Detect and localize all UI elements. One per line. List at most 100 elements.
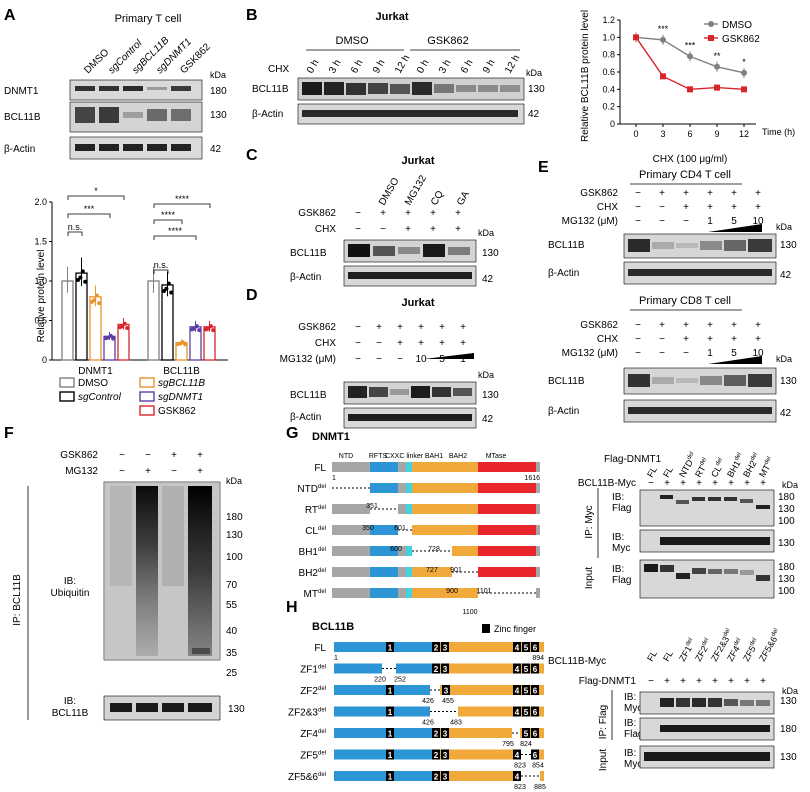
domain-segment	[398, 567, 406, 577]
domain-segment	[332, 462, 370, 472]
blot-lane-label: FL	[645, 465, 659, 479]
kda-marker: 130	[780, 376, 797, 387]
lane-labels: DMSO MG132 CQ GA	[377, 173, 472, 207]
data-point	[80, 269, 85, 274]
x-axis-unit: Time (h)	[762, 127, 795, 137]
legend-swatch	[139, 405, 155, 416]
time-label: 3 h	[437, 58, 453, 76]
significance-label: ****	[168, 226, 183, 236]
data-point	[687, 53, 693, 60]
treatment-mark: −	[355, 338, 361, 349]
kda-marker: 42	[482, 274, 494, 285]
blot-actin	[343, 407, 477, 429]
domain-segment	[398, 462, 406, 472]
time-label: 6 h	[459, 58, 475, 76]
domain-segment	[452, 546, 478, 556]
zinc-finger	[513, 685, 521, 695]
construct-label: RTdel	[305, 505, 326, 516]
treatment-mark: +	[439, 338, 445, 349]
domain-segment	[406, 504, 412, 514]
lane-label: DMSO	[82, 47, 111, 76]
treatment-mark: 10	[752, 216, 764, 227]
blot-ip-flag	[639, 489, 775, 527]
kda-marker: 130	[780, 240, 797, 251]
treatment-mark: +	[731, 320, 737, 331]
x-category-label: BCL11B	[163, 366, 200, 377]
blot-bcl11b-cd4	[623, 233, 777, 259]
domain-segment	[478, 525, 536, 535]
domain-label: BAH2	[449, 453, 467, 460]
domain-segment	[440, 685, 544, 695]
treatment-mark: 1	[707, 216, 713, 227]
treatment-mark: +	[430, 224, 436, 235]
construct-label: FL	[314, 463, 326, 474]
treatment-mark: +	[171, 450, 177, 461]
domain-segment	[452, 462, 478, 472]
treatment-mark: +	[696, 676, 702, 687]
time-label: 12 h	[393, 53, 412, 75]
data-point	[97, 301, 102, 306]
kda-marker: 42	[780, 270, 792, 281]
treatment-mark: +	[659, 320, 665, 331]
zinc-finger	[513, 749, 521, 760]
blot-ip-flag	[639, 717, 775, 741]
residue-number: 1616	[524, 475, 540, 482]
blot-bcl11b-cd8	[623, 367, 777, 395]
zinc-finger	[531, 642, 539, 652]
zinc-finger	[513, 771, 521, 781]
y-tick-label: 0	[42, 355, 47, 365]
zinc-finger-label: 6	[533, 644, 538, 653]
zinc-finger	[441, 728, 449, 738]
blot-lane-label: FL	[661, 465, 675, 479]
zinc-finger-label: 6	[533, 665, 538, 674]
y-axis-label: Relative BCL11B protein level	[580, 10, 591, 142]
zinc-finger	[441, 771, 449, 781]
treatment-mark: −	[635, 320, 641, 331]
treatment-mark: +	[418, 338, 424, 349]
zinc-finger-label: 2	[434, 773, 439, 782]
panel-d-title: Jurkat	[401, 297, 434, 309]
treatment-rows: GSK862 − + + + + + CHX − − + + + + MG132 (μM) − − − 10 5 1	[280, 322, 467, 365]
chx-label: CHX	[268, 64, 289, 75]
zinc-finger	[522, 642, 530, 652]
domain-segment	[412, 504, 452, 514]
treatment-mark: +	[728, 478, 734, 489]
treatment-rows: GSK862 − − + + MG132 − + − +	[60, 450, 203, 477]
treatment-mark: +	[731, 188, 737, 199]
data-point	[83, 279, 88, 284]
zinc-finger	[386, 642, 394, 652]
kda-marker: 100	[778, 516, 795, 527]
treatment-mark: +	[680, 676, 686, 687]
kda-header: kDa	[776, 222, 792, 232]
data-point	[741, 69, 747, 76]
legend-marker	[708, 35, 714, 41]
zinc-finger-legend-swatch	[482, 624, 490, 633]
zinc-finger	[441, 749, 449, 760]
ib-label: IB: Flag	[624, 718, 643, 740]
x-tick-label: 3	[660, 129, 665, 139]
data-point	[714, 84, 720, 91]
construct-label: FL	[314, 643, 326, 654]
domain-segment	[440, 728, 512, 738]
zinc-finger-label: 5	[524, 708, 529, 717]
significance-label: ****	[175, 194, 190, 204]
domain-segment	[458, 706, 544, 717]
domain-segment	[396, 663, 440, 674]
treatment-label: GSK862	[580, 188, 618, 199]
lane-label: CQ	[429, 189, 446, 208]
row-label: BCL11B	[290, 390, 327, 401]
treatment-mark: 10	[752, 348, 764, 359]
domain-segment	[370, 588, 398, 598]
data-point	[183, 342, 188, 347]
panel-h-title: BCL11B	[312, 621, 354, 633]
data-point	[194, 324, 199, 329]
kda-marker: 100	[226, 552, 243, 563]
treatment-mark: +	[744, 478, 750, 489]
construct-label: ZF5&6del	[288, 772, 326, 783]
treatment-label: CHX	[597, 202, 618, 213]
row-label: β-Actin	[548, 406, 579, 417]
blot-input-flag	[639, 559, 775, 599]
